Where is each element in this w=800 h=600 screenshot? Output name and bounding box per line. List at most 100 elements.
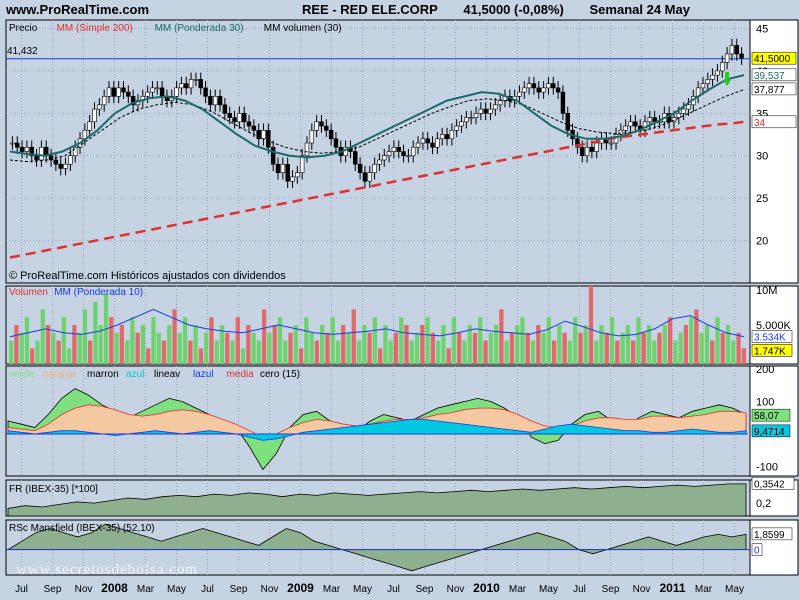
candle-body [425, 138, 430, 144]
volume-bar [430, 332, 435, 364]
volume-bar [515, 325, 520, 364]
volume-y-tick: 5.000K [756, 320, 792, 332]
candle-body [618, 129, 624, 135]
candle-body [72, 146, 78, 157]
volume-bar [704, 325, 710, 364]
candle-body [275, 163, 281, 174]
osc-legend-item: verde [9, 369, 34, 380]
volume-bar [330, 317, 335, 364]
volume-bar [119, 325, 124, 364]
x-tick-label: 2009 [287, 581, 314, 595]
volume-bar [657, 332, 662, 364]
candle-body [357, 163, 363, 174]
volume-bar [662, 325, 667, 364]
volume-tag-label: 3.534K [754, 332, 786, 343]
volume-bar [583, 325, 588, 364]
x-tick-label: May [353, 584, 372, 595]
osc-legend-item: lineav [154, 369, 180, 380]
volume-bar [251, 332, 256, 364]
osc-y-tick: -100 [756, 461, 778, 473]
volume-bar [146, 348, 151, 364]
candle-body [280, 163, 286, 174]
candle-body [715, 70, 720, 76]
panel-price [5, 19, 751, 284]
volume-bar [161, 340, 167, 364]
x-tick-label: Jul [573, 584, 586, 595]
price-tag-label: 37,877 [754, 85, 785, 96]
volume-bar [462, 340, 467, 364]
candle-body [68, 155, 73, 165]
candle-body [324, 125, 329, 131]
price-legend-item: MM (Ponderada 30) [155, 23, 244, 34]
x-tick-label: Nov [75, 584, 93, 595]
wma30-line [9, 74, 745, 159]
volume-bar [151, 317, 156, 364]
x-tick-label: Sep [416, 584, 434, 595]
price-y-tick: 45 [756, 23, 768, 35]
candle-body [130, 96, 136, 106]
volume-bar [77, 332, 82, 364]
candle-body [435, 138, 440, 148]
candle-body [198, 79, 203, 89]
candle-body [541, 87, 546, 93]
candle-body [232, 117, 237, 123]
candle-body [700, 83, 706, 89]
chart-title: REE - RED ELE.CORP 41,5000 (-0,08%) Sema… [302, 2, 712, 17]
volume-bar [557, 325, 562, 364]
candle-body [454, 125, 459, 131]
volume-bar [66, 348, 72, 364]
chart-header: www.ProRealTime.com REE - RED ELE.CORP 4… [0, 0, 800, 18]
volume-bar [235, 317, 240, 364]
volume-bar [457, 332, 462, 364]
volume-bar [615, 340, 620, 364]
candle-body [734, 45, 739, 55]
candle-body [536, 87, 541, 93]
volume-bar [493, 325, 499, 364]
volume-bar [541, 332, 546, 364]
price-legend-item: MM (Simple 200) [57, 23, 133, 34]
mmvol30-line [9, 89, 745, 163]
price-footer: © ProRealTime.com Históricos ajustados c… [9, 270, 286, 282]
volume-bar [509, 332, 515, 364]
candle-body [319, 121, 324, 127]
volume-y-tick: 10M [756, 285, 777, 297]
volume-bar [715, 317, 720, 364]
volume-bar [499, 309, 504, 364]
price-tag [751, 51, 797, 65]
volume-bar [636, 317, 641, 364]
price-y-tick: 25 [756, 193, 768, 205]
candle-body [526, 83, 532, 89]
volume-bar [530, 340, 536, 364]
osc-legend-item: media [227, 369, 255, 380]
volume-wma10-line [9, 308, 745, 338]
volume-bar [45, 325, 51, 364]
candle-body [676, 113, 682, 118]
x-tick-label: Jul [15, 584, 28, 595]
candle-body [686, 104, 691, 110]
volume-bar [567, 340, 573, 364]
volume-bar [283, 340, 288, 364]
candle-body [222, 104, 228, 114]
volume-bar [98, 325, 103, 364]
volume-bar [383, 325, 388, 364]
osc-legend-item: azul [126, 369, 144, 380]
volume-bar [130, 317, 135, 364]
volume-bar [367, 332, 372, 364]
candle-body [290, 176, 295, 182]
volume-bar [420, 325, 425, 364]
volume-bar [19, 332, 24, 364]
sma200-line [9, 120, 745, 259]
candle-body [411, 146, 416, 157]
candle-body [439, 134, 445, 140]
candle-body [174, 87, 179, 97]
volume-bar [51, 332, 56, 364]
x-tick-label: Mar [137, 584, 155, 595]
x-tick-label: Mar [323, 584, 341, 595]
last-quote: 41,5000 (-0,08%) [463, 2, 564, 17]
volume-bar [588, 286, 594, 364]
candle-body [309, 129, 315, 144]
candle-body [193, 79, 199, 81]
osc-y-tick: 100 [756, 397, 774, 409]
candle-body [87, 121, 92, 131]
